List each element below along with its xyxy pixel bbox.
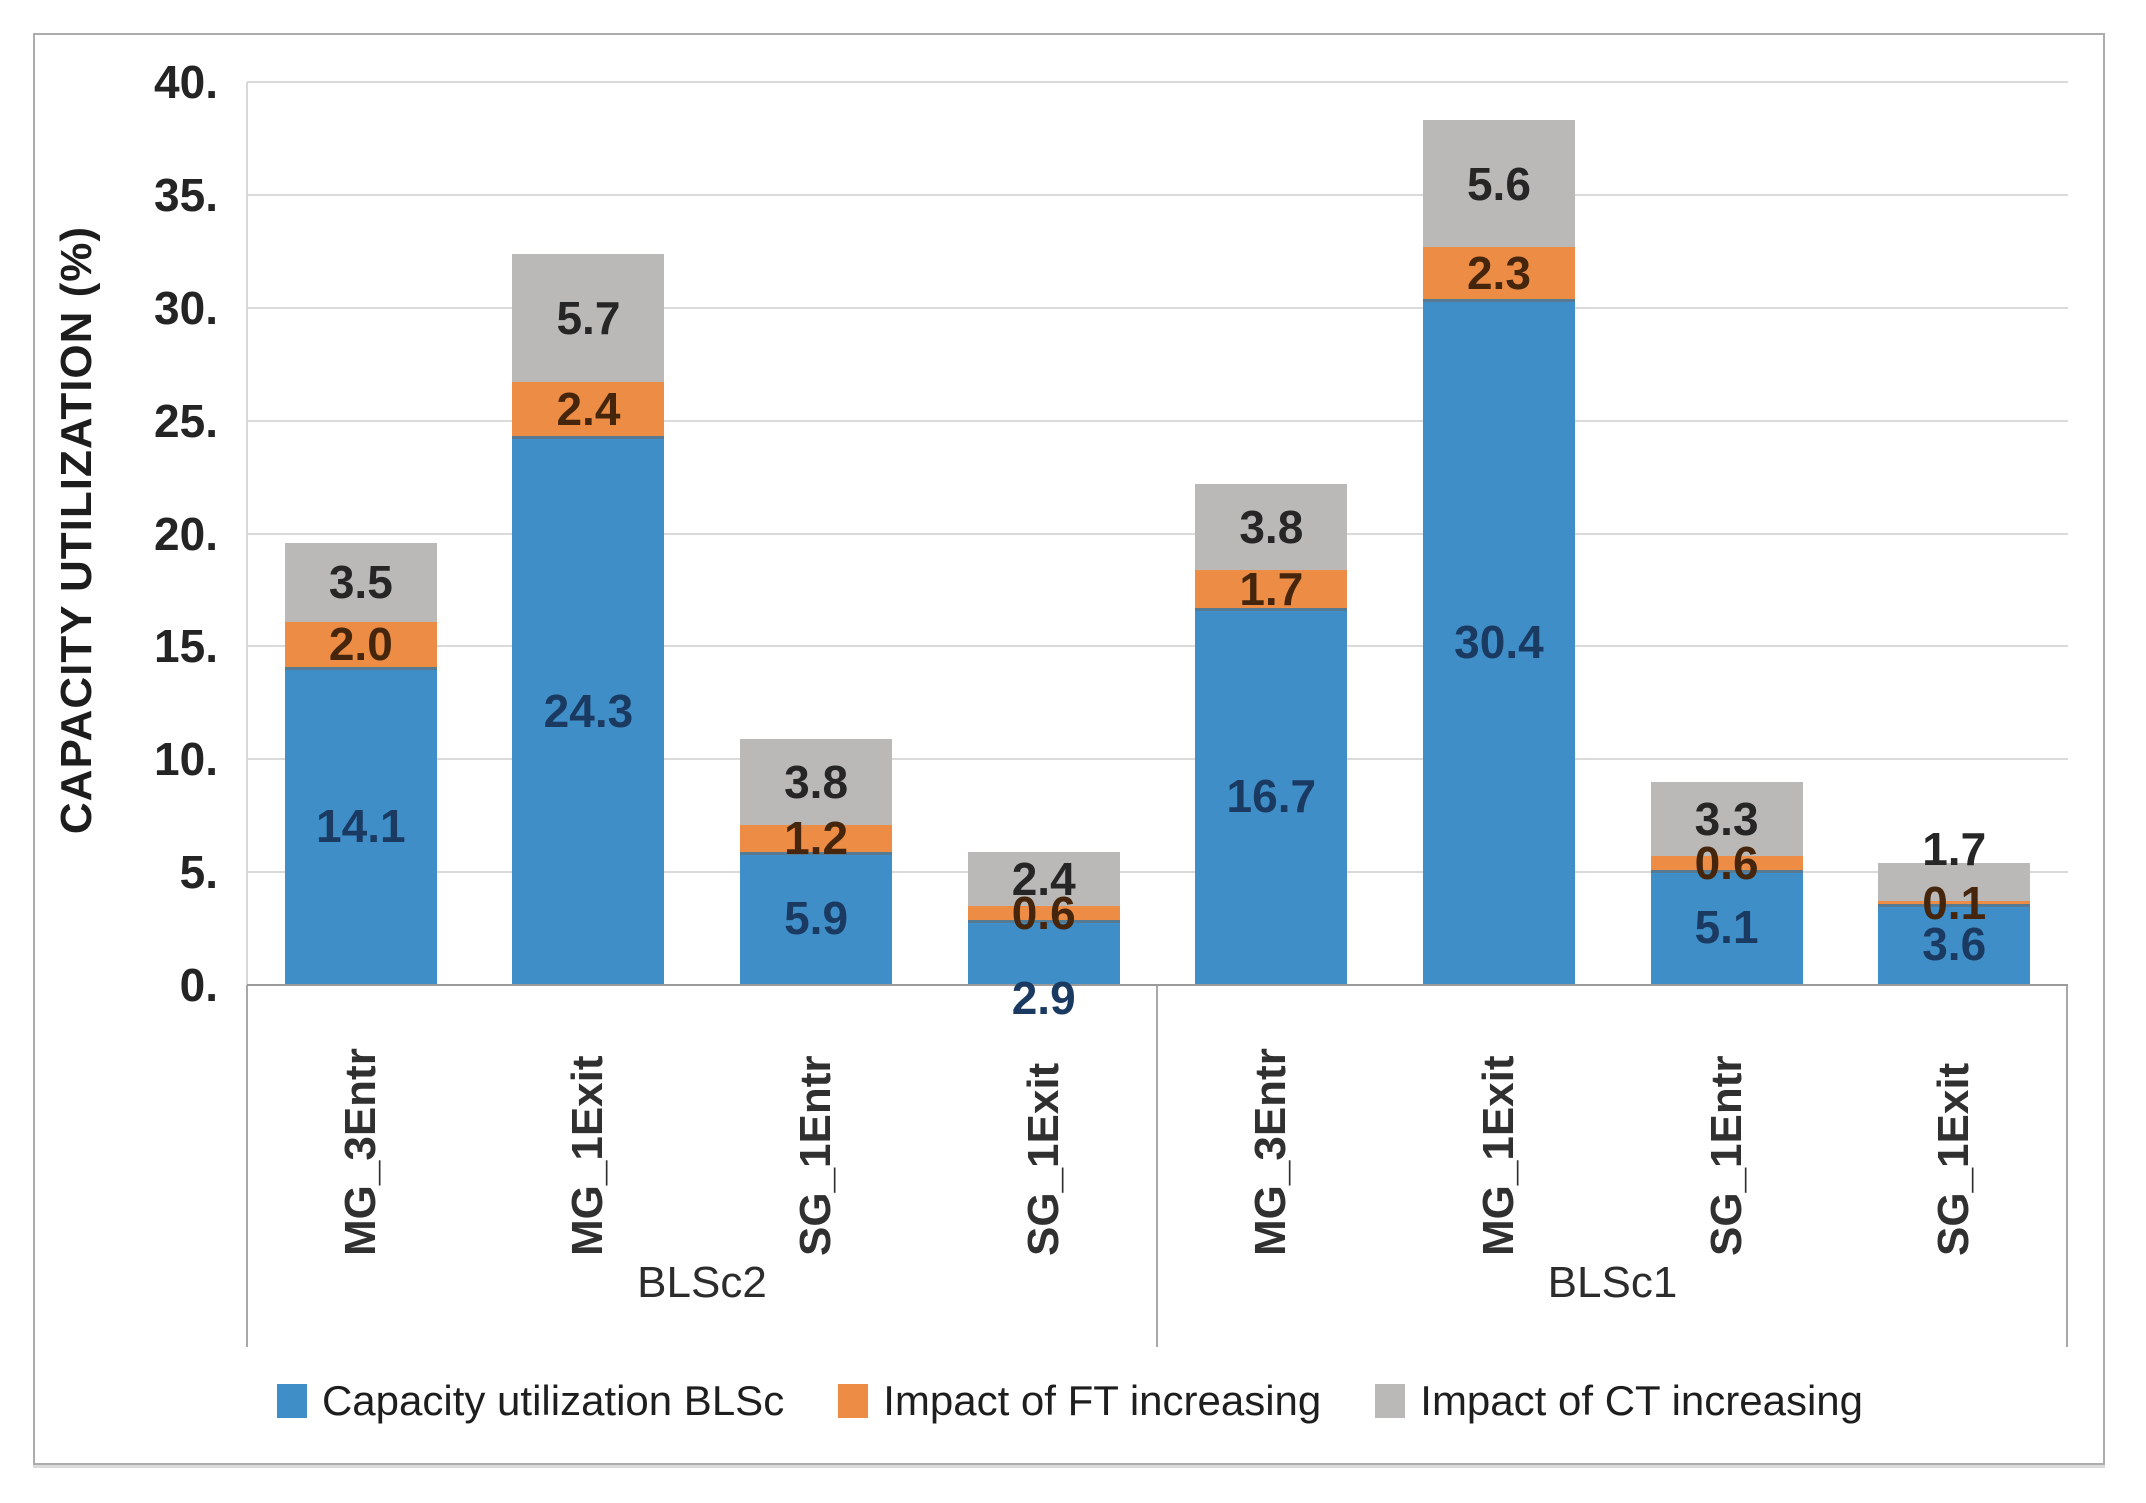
bar-value-label: 16.7 xyxy=(1226,770,1317,823)
legend-label: Capacity utilization BLSc xyxy=(321,1377,785,1424)
category-tick-label: SG_1Entr xyxy=(791,1055,841,1256)
y-tick-label: 5. xyxy=(179,846,218,899)
group-label: BLSc2 xyxy=(637,1258,767,1307)
gridline xyxy=(247,193,2068,196)
bar-value-label: 5.1 xyxy=(1694,901,1759,954)
bar-segment xyxy=(1422,120,1575,247)
bar-segment xyxy=(967,919,1120,985)
bar-segment xyxy=(1878,863,2031,902)
gridline xyxy=(247,645,2068,648)
bar-segment xyxy=(1650,869,1803,985)
bar-value-label: 24.3 xyxy=(543,684,634,737)
bar-value-label: 2.9 xyxy=(1011,972,1076,1025)
bar-segment xyxy=(1650,781,1803,857)
bar-value-label: 0.1 xyxy=(1922,876,1987,929)
bar-segment xyxy=(1195,607,1348,985)
bar-value-label: 30.4 xyxy=(1454,615,1544,668)
bar-segment xyxy=(1878,901,2031,904)
y-tick-label: 40. xyxy=(154,56,218,108)
bar-segment xyxy=(740,851,893,985)
legend-marker-icon xyxy=(838,1384,869,1418)
legend-marker-icon xyxy=(1375,1384,1406,1418)
bar-value-label: 3.6 xyxy=(1922,918,1987,971)
bar-value-label: 0.6 xyxy=(1694,837,1759,890)
bar-value-label: 5.9 xyxy=(784,892,849,945)
bar-segment xyxy=(1650,856,1803,870)
bar-segment xyxy=(284,621,437,667)
gridline xyxy=(247,81,2068,83)
bar-segment xyxy=(284,542,437,622)
bar-value-label: 2.4 xyxy=(1011,852,1076,905)
bar-value-label: 2.3 xyxy=(1466,246,1531,299)
bar-segment xyxy=(1195,569,1348,608)
legend-item: Impact of CT increasing xyxy=(1375,1373,1863,1429)
bar-segment xyxy=(1878,903,2031,985)
bar-segment xyxy=(512,436,665,985)
category-tick-label: MG_1Exit xyxy=(563,1055,613,1256)
category-box-left-line xyxy=(246,985,248,1347)
bar-value-label: 1.7 xyxy=(1922,823,1987,876)
category-tick-label: MG_3Entr xyxy=(335,1048,385,1256)
gridline xyxy=(247,871,2068,874)
gridline xyxy=(247,532,2068,535)
bar-segment xyxy=(284,666,437,985)
gridline xyxy=(247,758,2068,761)
legend-item: Impact of FT increasing xyxy=(838,1373,1321,1429)
bar-segment xyxy=(1195,483,1348,570)
gridline xyxy=(247,419,2068,422)
category-box-right-line xyxy=(2066,985,2068,1347)
bar-value-label: 3.8 xyxy=(1239,500,1304,553)
category-tick-label: SG_1Exit xyxy=(1929,1062,1979,1256)
bar-segment xyxy=(1422,298,1575,985)
bar-value-label: 0.6 xyxy=(1011,886,1076,939)
bar-value-label: 2.4 xyxy=(556,383,621,436)
legend-item: Capacity utilization BLSc xyxy=(276,1373,785,1429)
category-tick-label: SG_1Exit xyxy=(1018,1062,1068,1256)
bar-segment xyxy=(1422,246,1575,299)
legend: Capacity utilization BLSc Impact of FT in… xyxy=(60,1370,2080,1432)
bar-segment xyxy=(740,824,893,852)
bar-segment xyxy=(967,905,1120,920)
bar-value-label: 5.6 xyxy=(1466,157,1531,210)
y-tick-label: 25. xyxy=(154,394,218,447)
bar-value-label: 3.8 xyxy=(784,755,849,808)
legend-label: Impact of CT increasing xyxy=(1420,1377,1864,1424)
bar-value-label: 1.7 xyxy=(1239,562,1304,615)
legend-marker-icon xyxy=(276,1384,307,1418)
bar-value-label: 3.5 xyxy=(328,556,393,609)
bar-segment xyxy=(740,738,893,825)
bar-segment xyxy=(512,382,665,437)
bar-segment xyxy=(512,253,665,383)
bar-value-label: 3.3 xyxy=(1694,793,1759,846)
bar-segment xyxy=(967,851,1120,906)
category-tick-label: MG_1Exit xyxy=(1473,1055,1523,1256)
bar-value-label: 5.7 xyxy=(556,291,621,344)
gridline xyxy=(247,306,2068,309)
y-tick-label: 35. xyxy=(154,168,218,221)
y-tick-label: 0. xyxy=(179,959,218,1011)
y-tick-label: 15. xyxy=(154,620,218,673)
bar-value-label: 1.2 xyxy=(784,812,849,865)
y-tick-label: 30. xyxy=(154,281,218,334)
bar-value-label: 2.0 xyxy=(328,618,393,671)
legend-label: Impact of FT increasing xyxy=(883,1377,1322,1424)
y-axis-line xyxy=(246,82,248,985)
x-axis-line xyxy=(247,984,2068,986)
y-tick-label: 10. xyxy=(154,733,218,786)
group-label: BLSc1 xyxy=(1547,1258,1678,1307)
category-group-divider-line xyxy=(1156,985,1158,1347)
bar-value-label: 14.1 xyxy=(316,799,406,852)
category-tick-label: MG_3Entr xyxy=(1246,1048,1296,1256)
category-tick-label: SG_1Entr xyxy=(1701,1055,1751,1256)
y-tick-label: 20. xyxy=(154,507,218,560)
